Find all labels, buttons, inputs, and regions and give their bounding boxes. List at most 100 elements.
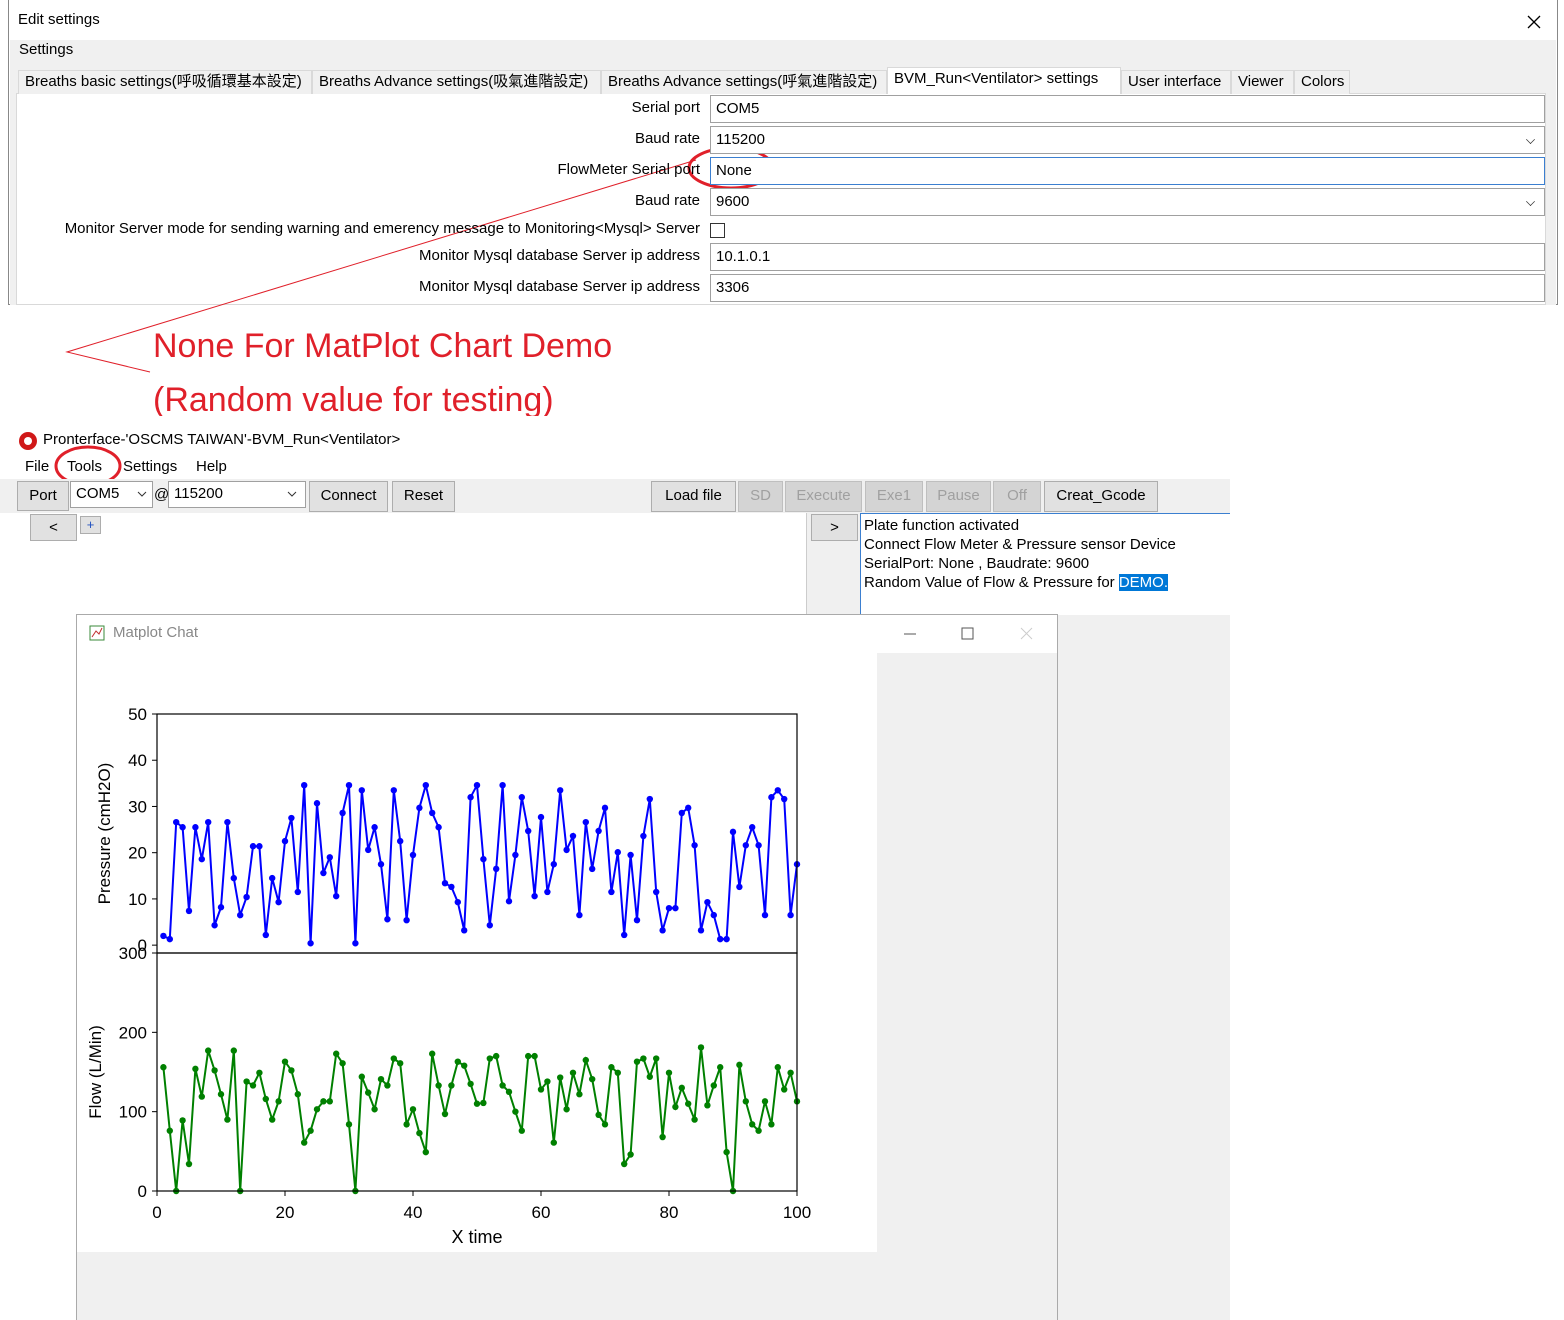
data-point (749, 824, 756, 831)
data-point (358, 1073, 365, 1080)
x-tick-label: 80 (660, 1203, 679, 1222)
port-button[interactable]: Port (17, 481, 69, 511)
tab[interactable]: Breaths Advance settings(吸氣進階設定) (312, 70, 601, 94)
data-point (230, 874, 237, 882)
annotation-text: (Random value for testing) (153, 381, 554, 416)
menu-item[interactable]: Settings (123, 458, 178, 475)
highlight-ellipse (54, 445, 122, 480)
y-axis-label: Flow (L/Min) (86, 1025, 105, 1119)
field-label: Serial port (631, 99, 700, 116)
field-label: Baud rate (634, 130, 700, 147)
text-input[interactable]: COM5 (710, 95, 1545, 123)
y-tick-label: 0 (138, 1182, 147, 1201)
data-point (710, 1082, 717, 1089)
baud-combo[interactable]: 115200 (168, 481, 306, 508)
combo-box[interactable]: 115200 (710, 126, 1545, 154)
data-point (761, 911, 769, 919)
data-point (365, 1089, 372, 1096)
data-point (173, 818, 180, 826)
data-point (301, 1139, 308, 1146)
toolbar-button[interactable]: Reset (392, 481, 455, 512)
data-point (691, 842, 698, 849)
data-point (518, 1127, 525, 1134)
y-tick-label: 40 (128, 751, 147, 770)
data-point (614, 849, 621, 856)
tab[interactable]: Breaths Advance settings(呼氣進階設定) (601, 70, 887, 94)
data-point (390, 787, 397, 794)
data-point (749, 1121, 756, 1128)
data-point (237, 911, 244, 919)
y-tick-label: 0 (138, 936, 147, 955)
data-point (435, 1082, 442, 1089)
text-input[interactable]: 3306 (710, 274, 1545, 302)
combo-box[interactable]: 9600 (710, 188, 1545, 216)
toolbar-button[interactable]: Connect (309, 481, 388, 512)
data-point (409, 1106, 417, 1113)
data-point (249, 843, 257, 850)
log-text: Plate function activated Connect Flow Met… (864, 516, 1176, 592)
data-point (160, 932, 167, 940)
toolbar-button: Execute (785, 481, 862, 512)
data-point (371, 1106, 378, 1113)
data-point (505, 1088, 513, 1096)
data-point (416, 804, 423, 812)
data-point (377, 861, 385, 868)
text-input[interactable]: None (710, 157, 1545, 185)
data-point (486, 922, 493, 929)
data-point (768, 1121, 775, 1128)
data-point (275, 1098, 282, 1105)
add-button[interactable]: + (80, 516, 101, 534)
plot-icon (89, 625, 105, 641)
data-point (576, 911, 583, 919)
menu-item[interactable]: Tools (67, 458, 103, 475)
data-point (326, 1098, 333, 1105)
data-point (704, 1102, 711, 1109)
port-combo[interactable]: COM5 (70, 481, 153, 508)
window-controls[interactable] (900, 624, 1040, 644)
data-point (339, 809, 346, 817)
series-line (162, 781, 798, 944)
y-tick-label: 20 (128, 844, 147, 863)
data-point (563, 1106, 570, 1113)
next-button[interactable]: > (811, 514, 858, 541)
log-highlight: DEMO. (1118, 574, 1169, 591)
menu-item[interactable]: File (25, 458, 50, 475)
axes-frame (156, 952, 798, 1192)
data-point (653, 1055, 660, 1062)
text-input[interactable]: 10.1.0.1 (710, 243, 1545, 271)
data-point (179, 824, 186, 831)
data-point (781, 1086, 788, 1093)
x-tick-label: 100 (783, 1203, 811, 1222)
menu-item[interactable]: Help (196, 458, 227, 475)
tab[interactable]: User interface (1121, 70, 1231, 94)
tab[interactable]: Colors (1294, 70, 1350, 94)
series-line (162, 1047, 798, 1192)
data-point (685, 1100, 692, 1107)
data-point (205, 818, 212, 826)
data-point (672, 1103, 679, 1111)
callout-line (65, 159, 697, 373)
data-point (185, 907, 193, 915)
data-point (166, 935, 173, 943)
prev-button[interactable]: < (30, 514, 77, 541)
data-point (742, 842, 749, 849)
x-tick-label: 0 (152, 1203, 161, 1222)
data-point (755, 1127, 762, 1134)
checkbox[interactable] (710, 223, 725, 238)
tab[interactable]: Breaths basic settings(呼吸循環基本設定) (18, 70, 312, 94)
close-button[interactable] (1526, 14, 1542, 30)
tab[interactable]: Viewer (1231, 70, 1294, 94)
tab[interactable]: BVM_Run<Ventilator> settings (887, 67, 1121, 94)
data-point (557, 1074, 564, 1081)
data-point (512, 851, 519, 859)
data-point (198, 855, 205, 863)
field-label: FlowMeter Serial port (557, 161, 700, 178)
log-line: Random Value of Flow & Pressure for DEMO… (864, 574, 1169, 591)
toolbar-button[interactable]: Creat_Gcode (1044, 481, 1158, 512)
toolbar-button[interactable]: Load file (651, 481, 736, 512)
data-point (358, 787, 365, 794)
data-point (441, 1110, 449, 1118)
log-line: SerialPort: None , Baudrate: 9600 (864, 555, 1090, 572)
data-point (659, 927, 666, 934)
